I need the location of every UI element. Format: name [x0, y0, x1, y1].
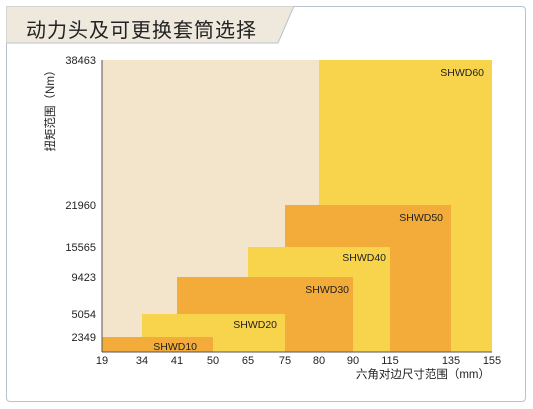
- x-tick-label: 135: [442, 355, 460, 367]
- y-tick-label: 5054: [72, 309, 96, 321]
- x-tick-label: 90: [347, 355, 359, 367]
- title-tab-shape: [6, 6, 295, 44]
- x-tick-label: 34: [136, 355, 148, 367]
- x-tick-label: 19: [96, 355, 108, 367]
- x-tick-label: 41: [171, 355, 183, 367]
- y-axis-title: 扭矩范围（Nm）: [43, 65, 57, 152]
- y-tick-label: 38463: [65, 55, 96, 67]
- series-label-shwd50: SHWD50: [399, 212, 443, 224]
- y-tick-label: 15565: [65, 242, 96, 254]
- series-label-shwd40: SHWD40: [342, 252, 386, 264]
- y-tick-label: 9423: [72, 272, 96, 284]
- x-axis-title: 六角对边尺寸范围（mm）: [356, 367, 490, 381]
- x-tick-label: 155: [483, 355, 501, 367]
- series-label-shwd60: SHWD60: [440, 67, 484, 79]
- x-tick-label: 50: [207, 355, 219, 367]
- page-title: 动力头及可更换套筒选择: [26, 20, 257, 42]
- series-label-shwd30: SHWD30: [305, 284, 349, 296]
- x-tick-label: 75: [279, 355, 291, 367]
- x-tick-label: 115: [381, 355, 399, 367]
- y-tick-label: 2349: [72, 332, 96, 344]
- x-tick-label: 80: [313, 355, 325, 367]
- series-label-shwd20: SHWD20: [233, 319, 277, 331]
- series-block-shwd10: [102, 337, 213, 352]
- y-tick-label: 21960: [65, 200, 96, 212]
- title-tab: 动力头及可更换套筒选择: [6, 6, 295, 44]
- series-label-shwd10: SHWD10: [153, 341, 197, 353]
- x-tick-label: 65: [242, 355, 254, 367]
